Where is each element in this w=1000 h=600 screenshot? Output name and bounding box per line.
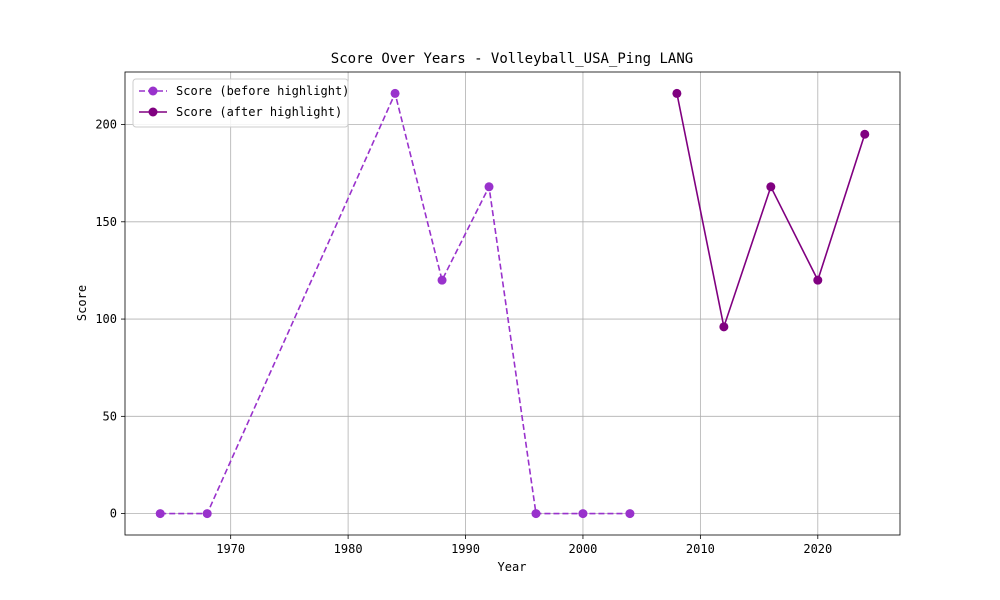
y-tick-label: 100 bbox=[95, 312, 117, 326]
series-1-point bbox=[202, 509, 212, 519]
y-tick-label: 150 bbox=[95, 215, 117, 229]
x-tick-label: 2000 bbox=[569, 542, 598, 556]
legend-box bbox=[132, 78, 349, 128]
series-1-point bbox=[155, 509, 165, 519]
plot-frame bbox=[124, 71, 901, 536]
y-tick-label: 200 bbox=[95, 118, 117, 132]
x-tick-label: 2020 bbox=[803, 542, 832, 556]
legend-label-2: Score (after highlight) bbox=[176, 105, 342, 119]
legend-marker-2 bbox=[148, 107, 158, 117]
series-1-point bbox=[578, 509, 588, 519]
grid-layer bbox=[125, 72, 900, 535]
series-1-point bbox=[390, 88, 400, 98]
series-2-point bbox=[719, 322, 729, 332]
x-tick-label: 2010 bbox=[686, 542, 715, 556]
y-tick-label: 0 bbox=[110, 507, 117, 521]
x-axis-label: Year bbox=[498, 560, 527, 574]
legend-marker-1 bbox=[148, 86, 158, 96]
series-1-point bbox=[531, 509, 541, 519]
series-2-point bbox=[672, 88, 682, 98]
x-tick-label: 1980 bbox=[334, 542, 363, 556]
series-1-point bbox=[625, 509, 635, 519]
y-tick-label: 50 bbox=[103, 409, 117, 423]
series-1-line bbox=[160, 90, 630, 515]
x-tick-label: 1990 bbox=[451, 542, 480, 556]
series-2-point bbox=[813, 275, 823, 285]
series-2-point bbox=[766, 182, 776, 192]
legend: Score (before highlight) Score (after hig… bbox=[132, 78, 349, 128]
x-tick-label: 1970 bbox=[216, 542, 245, 556]
legend-label-1: Score (before highlight) bbox=[176, 84, 349, 98]
series-1-point bbox=[484, 182, 494, 192]
chart-title: Score Over Years - Volleyball_USA_Ping L… bbox=[331, 51, 693, 67]
axes-layer: 1970 1980 1990 2000 2010 2020 0 50 100 150 200 bbox=[95, 71, 901, 556]
series-1-point bbox=[437, 275, 447, 285]
y-axis-label: Score bbox=[75, 285, 89, 321]
series-layer bbox=[155, 88, 870, 519]
series-2-point bbox=[860, 129, 870, 139]
